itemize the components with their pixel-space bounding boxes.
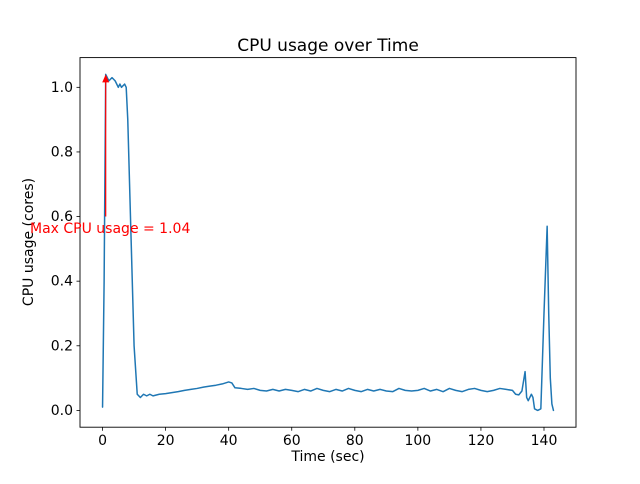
- plot-area: 0 20 40 60 80 100 120 140 0.0 0.2 0.4 0.6 0.8 1.0: [51, 57, 577, 449]
- x-axis-label: Time (sec): [290, 449, 364, 465]
- y-tick-label: 0.8: [51, 144, 73, 160]
- x-tick-label: 0: [98, 433, 107, 449]
- x-tick-label: 100: [404, 433, 431, 449]
- x-tick-label: 60: [283, 433, 301, 449]
- x-tick-label: 80: [346, 433, 364, 449]
- data-line-cpu-usage: [101, 73, 555, 412]
- axes-border: [79, 57, 577, 428]
- chart-title: CPU usage over Time: [237, 36, 419, 56]
- annotation-text: Max CPU usage = 1.04: [30, 221, 190, 237]
- x-tick-label: 40: [220, 433, 238, 449]
- y-tick-label: 0.4: [51, 274, 73, 290]
- y-tick-label: 1.0: [51, 80, 73, 96]
- x-tick-label: 120: [468, 433, 495, 449]
- y-axis-label: CPU usage (cores): [21, 178, 37, 306]
- y-tick-label: 0.0: [51, 403, 73, 419]
- annotation-arrow-head: [102, 74, 110, 83]
- y-tick-label: 0.6: [51, 209, 73, 225]
- y-tick-label: 0.2: [51, 338, 73, 354]
- x-tick-label: 140: [531, 433, 558, 449]
- x-tick-label: 20: [157, 433, 175, 449]
